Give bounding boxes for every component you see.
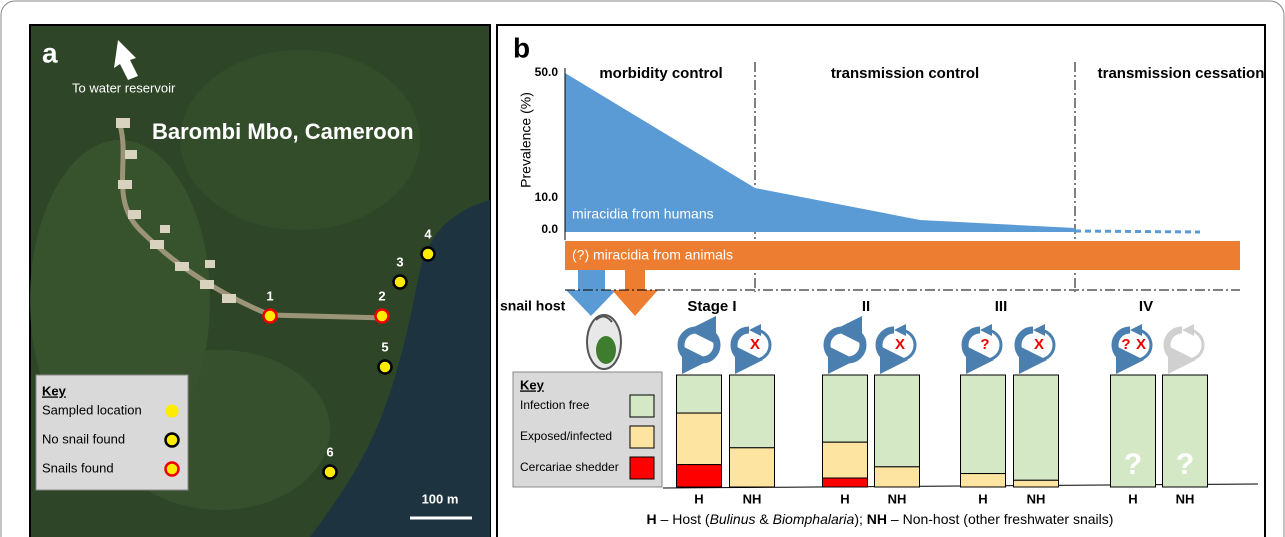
phase-label: transmission control [831,65,979,82]
key-item: No snail found [42,431,125,446]
key-swatch [630,395,654,417]
cycle-mark: X [895,336,905,353]
cycle-mark: X [750,336,760,353]
panel-b: b morbidity control transmission control… [497,25,1265,537]
bar-segment [677,375,722,413]
bar-segment [677,465,722,487]
stage-label: Stage I [687,298,736,315]
site-marker [394,276,407,289]
bar-segment [961,474,1006,487]
footer-part: Bulinus [710,511,756,527]
site-marker [379,361,392,374]
key-item: Infection free [520,398,590,412]
site-marker [376,310,389,323]
bar-segment [1014,480,1059,487]
phase-label: transmission cessation [1098,65,1265,82]
bar-segment [823,375,868,442]
site-label: 4 [424,226,432,241]
bar-label: H [694,491,703,506]
bar-segment [823,478,868,487]
bar-segment [730,448,775,487]
phase-label: morbidity control [599,65,722,82]
y-tick-label: 10.0 [535,190,559,204]
y-tick-label: 50.0 [535,65,559,79]
site-label: 1 [266,288,273,303]
site-label: 5 [381,339,388,354]
bar-label: NH [1176,491,1195,506]
unknown-mark: ? [1176,448,1194,481]
footer-part: ); [854,511,866,527]
arrow-text: To water reservoir [72,80,176,95]
bar-label: H [840,491,849,506]
panel-label: a [42,37,58,68]
site-marker [422,248,435,261]
site-label: 2 [378,288,385,303]
key-swatch [630,426,654,448]
panel-a: a To water reservoir Barombi Mbo, Camero… [30,25,490,537]
bar-label: NH [888,491,907,506]
y-axis-label: Prevalence (%) [518,92,534,188]
scale-label: 100 m [422,491,459,506]
figure: a To water reservoir Barombi Mbo, Camero… [0,0,1285,537]
key-item: Cercariae shedder [520,460,619,474]
footer-part: H [647,511,657,527]
key-swatch [166,405,179,418]
key-title: Key [42,383,67,398]
snail-host-label: snail host [500,298,566,314]
panel-label: b [513,32,530,63]
key-item: Exposed/infected [520,429,612,443]
bar-segment [823,442,868,478]
snail-icon [587,315,621,369]
footer-part: Biomphalaria [773,511,855,527]
bar-segment [875,467,920,487]
cycle-mark: X [1136,336,1146,353]
bar-segment [1014,375,1059,480]
bar-label: H [1128,491,1137,506]
human-label: miracidia from humans [572,206,714,222]
cycle-mark: ? [980,336,989,353]
stage-label: III [995,298,1008,315]
footer-part: NH [867,511,887,527]
footer: H – Host (Bulinus & Biomphalaria); NH – … [647,511,1114,527]
map-title: Barombi Mbo, Cameroon [152,119,414,144]
unknown-mark: ? [1124,448,1142,481]
cycle-mark: X [1034,336,1044,353]
footer-part: – Host ( [657,511,710,527]
site-marker [324,466,337,479]
footer-part: & [755,511,772,527]
site-marker [264,310,277,323]
site-label: 3 [396,254,403,269]
bar-label: NH [1027,491,1046,506]
animal-label: (?) miracidia from animals [572,247,733,263]
key-title: Key [520,377,545,392]
key-item: Sampled location [42,402,142,417]
key-swatch [166,434,179,447]
site-label: 6 [326,444,333,459]
bar-segment [677,413,722,465]
stage-label: IV [1139,298,1153,315]
cycle-mark: ? [1121,336,1130,353]
footer-part: – Non-host (other freshwater snails) [887,511,1113,527]
stage-label: II [862,298,870,315]
bar-segment [875,375,920,467]
key-item: Snails found [42,460,114,475]
bar-label: H [978,491,987,506]
key-swatch [166,463,179,476]
bar-segment [730,375,775,448]
bar-label: NH [743,491,762,506]
bar-segment [961,375,1006,474]
key-swatch [630,457,654,479]
y-tick-label: 0.0 [541,222,558,236]
key-items: Infection free Exposed/infected Cercariae … [520,395,654,479]
